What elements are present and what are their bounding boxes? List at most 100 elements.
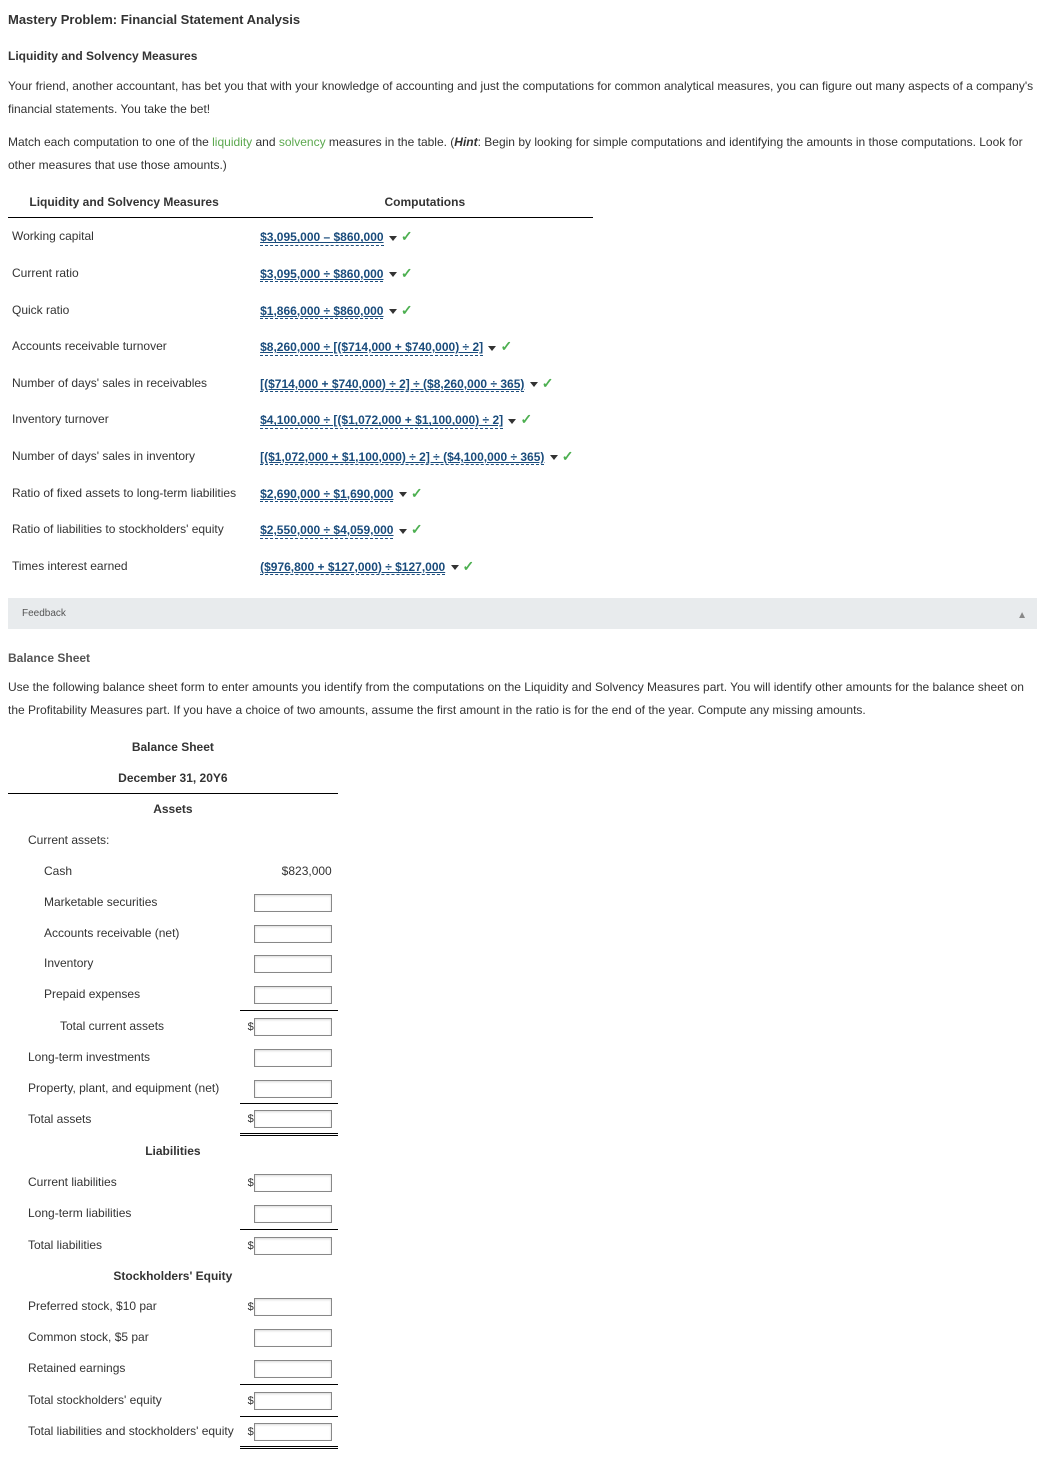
total-current-assets-input[interactable] — [254, 1018, 332, 1036]
long-term-investments-input[interactable] — [254, 1049, 332, 1067]
chevron-down-icon — [508, 419, 516, 424]
total-stockholders-equity-input[interactable] — [254, 1392, 332, 1410]
long-term-investments-label: Long-term investments — [8, 1042, 240, 1073]
stockholders-equity-heading: Stockholders' Equity — [8, 1261, 338, 1292]
total-assets-input[interactable] — [254, 1110, 332, 1128]
computation-cell: $3,095,000 ÷ $860,000 ✓ — [256, 255, 593, 292]
inventory-label: Inventory — [8, 948, 240, 979]
section-balance-sheet-title: Balance Sheet — [8, 647, 1037, 670]
total-liabilities-input[interactable] — [254, 1237, 332, 1255]
computation-dropdown[interactable]: $2,690,000 ÷ $1,690,000 — [260, 487, 393, 502]
long-term-liabilities-input[interactable] — [254, 1205, 332, 1223]
measure-label: Inventory turnover — [8, 401, 256, 438]
measure-label: Number of days' sales in receivables — [8, 365, 256, 402]
preferred-stock-input[interactable] — [254, 1298, 332, 1316]
accounts-receivable-input[interactable] — [254, 925, 332, 943]
computation-cell: [($714,000 + $740,000) ÷ 2] ÷ ($8,260,00… — [256, 365, 593, 402]
common-stock-input[interactable] — [254, 1329, 332, 1347]
hint-label: Hint — [454, 135, 477, 149]
computation-cell: $2,550,000 ÷ $4,059,000 ✓ — [256, 511, 593, 548]
ppe-input[interactable] — [254, 1080, 332, 1098]
computation-cell: [($1,072,000 + $1,100,000) ÷ 2] ÷ ($4,10… — [256, 438, 593, 475]
total-stockholders-equity-label: Total stockholders' equity — [8, 1384, 240, 1416]
total-assets-label: Total assets — [8, 1104, 240, 1135]
feedback-panel[interactable]: Feedback ▲ — [8, 598, 1037, 629]
measure-label: Current ratio — [8, 255, 256, 292]
intro-paragraph-1: Your friend, another accountant, has bet… — [8, 75, 1037, 121]
measure-label: Ratio of fixed assets to long-term liabi… — [8, 475, 256, 512]
measures-table: Liquidity and Solvency Measures Computat… — [8, 187, 593, 585]
computation-dropdown[interactable]: $2,550,000 ÷ $4,059,000 — [260, 523, 393, 538]
total-current-assets-label: Total current assets — [8, 1010, 240, 1041]
computation-dropdown[interactable]: ($976,800 + $127,000) ÷ $127,000 — [260, 560, 445, 575]
col-measure-header: Liquidity and Solvency Measures — [8, 187, 256, 218]
computation-dropdown[interactable]: $3,095,000 – $860,000 — [260, 230, 383, 245]
cash-value: $823,000 — [240, 856, 338, 887]
computation-cell: ($976,800 + $127,000) ÷ $127,000 ✓ — [256, 548, 593, 585]
assets-heading: Assets — [8, 794, 338, 825]
check-icon: ✓ — [500, 338, 512, 354]
chevron-down-icon — [389, 236, 397, 241]
measure-label: Ratio of liabilities to stockholders' eq… — [8, 511, 256, 548]
computation-dropdown[interactable]: $8,260,000 ÷ [($714,000 + $740,000) ÷ 2] — [260, 340, 483, 355]
total-liabilities-se-input[interactable] — [254, 1423, 332, 1441]
measure-label: Number of days' sales in inventory — [8, 438, 256, 475]
chevron-down-icon — [399, 529, 407, 534]
check-icon: ✓ — [401, 302, 413, 318]
computation-cell: $8,260,000 ÷ [($714,000 + $740,000) ÷ 2]… — [256, 328, 593, 365]
measure-label: Times interest earned — [8, 548, 256, 585]
bs-date: December 31, 20Y6 — [8, 763, 338, 794]
inventory-input[interactable] — [254, 955, 332, 973]
current-liabilities-label: Current liabilities — [8, 1167, 240, 1198]
chevron-down-icon — [399, 492, 407, 497]
computation-dropdown[interactable]: [($1,072,000 + $1,100,000) ÷ 2] ÷ ($4,10… — [260, 450, 544, 465]
computation-dropdown[interactable]: $3,095,000 ÷ $860,000 — [260, 267, 383, 282]
section-liquidity-title: Liquidity and Solvency Measures — [8, 45, 1037, 68]
current-assets-label: Current assets: — [8, 825, 240, 856]
check-icon: ✓ — [542, 375, 554, 391]
computation-cell: $2,690,000 ÷ $1,690,000 ✓ — [256, 475, 593, 512]
retained-earnings-label: Retained earnings — [8, 1353, 240, 1384]
total-liabilities-label: Total liabilities — [8, 1229, 240, 1260]
bs-title: Balance Sheet — [8, 732, 338, 763]
chevron-down-icon — [550, 455, 558, 460]
liabilities-heading: Liabilities — [8, 1135, 338, 1167]
check-icon: ✓ — [463, 558, 475, 574]
retained-earnings-input[interactable] — [254, 1360, 332, 1378]
liquidity-link[interactable]: liquidity — [212, 135, 252, 149]
current-liabilities-input[interactable] — [254, 1174, 332, 1192]
check-icon: ✓ — [562, 448, 574, 464]
prepaid-expenses-input[interactable] — [254, 986, 332, 1004]
chevron-down-icon — [451, 565, 459, 570]
chevron-down-icon — [389, 309, 397, 314]
measure-label: Working capital — [8, 218, 256, 255]
preferred-stock-label: Preferred stock, $10 par — [8, 1291, 240, 1322]
computation-dropdown[interactable]: $1,866,000 ÷ $860,000 — [260, 304, 383, 319]
marketable-securities-input[interactable] — [254, 894, 332, 912]
page-title: Mastery Problem: Financial Statement Ana… — [8, 8, 1037, 33]
measure-label: Accounts receivable turnover — [8, 328, 256, 365]
feedback-label: Feedback — [22, 608, 66, 619]
balance-sheet-instructions: Use the following balance sheet form to … — [8, 676, 1037, 722]
check-icon: ✓ — [401, 228, 413, 244]
computation-cell: $4,100,000 ÷ [($1,072,000 + $1,100,000) … — [256, 401, 593, 438]
solvency-link[interactable]: solvency — [279, 135, 326, 149]
chevron-down-icon — [530, 382, 538, 387]
check-icon: ✓ — [520, 411, 532, 427]
computation-dropdown[interactable]: $4,100,000 ÷ [($1,072,000 + $1,100,000) … — [260, 413, 503, 428]
chevron-down-icon — [488, 346, 496, 351]
total-liabilities-se-label: Total liabilities and stockholders' equi… — [8, 1416, 240, 1447]
intro-paragraph-2: Match each computation to one of the liq… — [8, 131, 1037, 177]
accounts-receivable-label: Accounts receivable (net) — [8, 918, 240, 949]
computation-cell: $3,095,000 – $860,000 ✓ — [256, 218, 593, 255]
check-icon: ✓ — [401, 265, 413, 281]
computation-dropdown[interactable]: [($714,000 + $740,000) ÷ 2] ÷ ($8,260,00… — [260, 377, 524, 392]
collapse-icon[interactable]: ▲ — [1017, 606, 1027, 625]
cash-label: Cash — [8, 856, 240, 887]
computation-cell: $1,866,000 ÷ $860,000 ✓ — [256, 292, 593, 329]
ppe-label: Property, plant, and equipment (net) — [8, 1073, 240, 1104]
col-computations-header: Computations — [256, 187, 593, 218]
long-term-liabilities-label: Long-term liabilities — [8, 1198, 240, 1229]
check-icon: ✓ — [411, 521, 423, 537]
prepaid-expenses-label: Prepaid expenses — [8, 979, 240, 1010]
